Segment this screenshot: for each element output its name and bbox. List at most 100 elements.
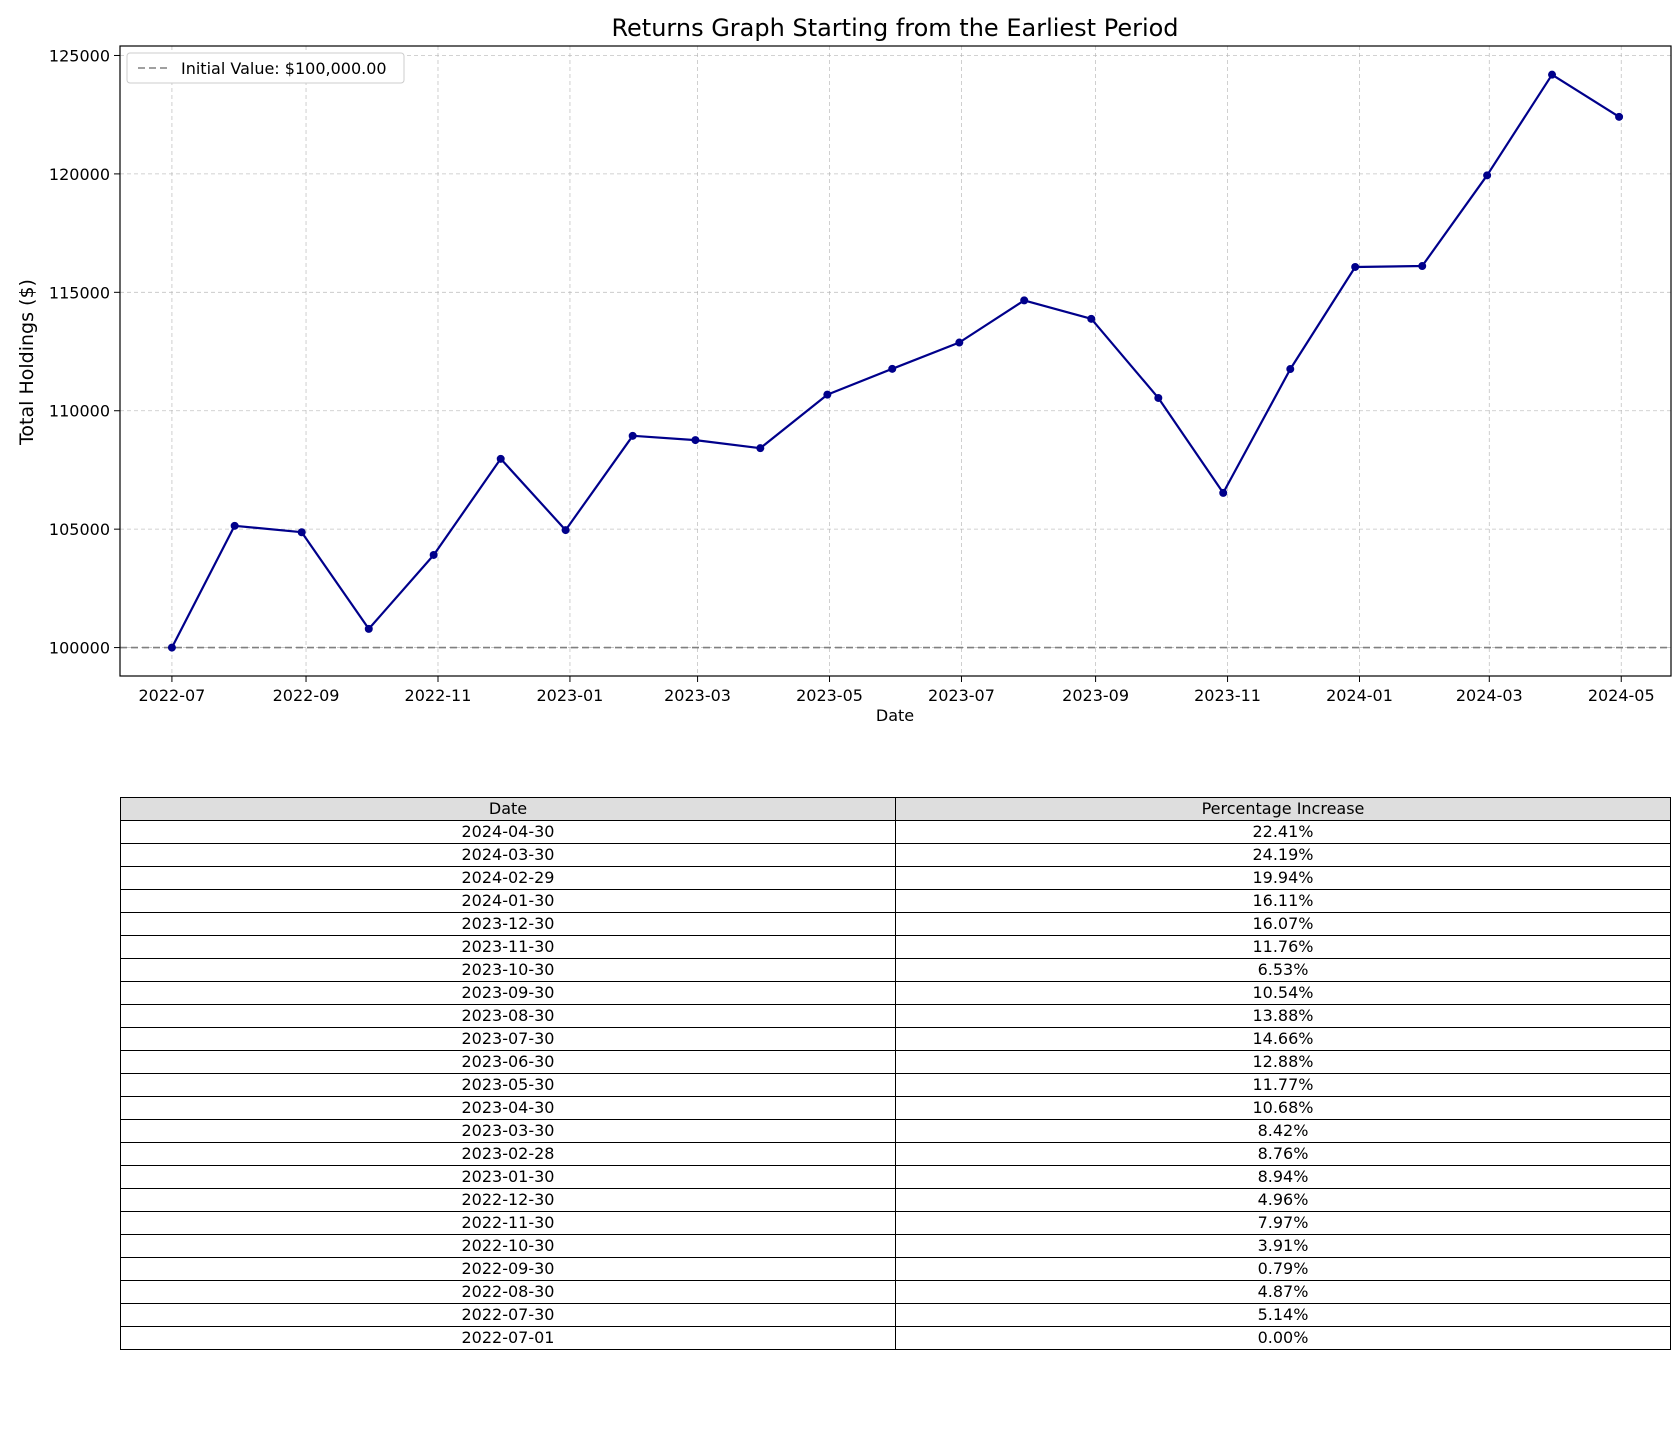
table-cell-percentage: 22.41% — [895, 820, 1671, 844]
table-cell-percentage: 14.66% — [895, 1027, 1671, 1051]
table-cell-percentage: 8.42% — [895, 1119, 1671, 1143]
table-row: 2024-02-29 19.94% — [120, 866, 1671, 890]
table-cell-date: 2023-09-30 — [120, 981, 896, 1005]
data-point — [955, 338, 964, 347]
table-cell-date: 2023-01-30 — [120, 1165, 896, 1189]
chart-title: Returns Graph Starting from the Earliest… — [611, 14, 1178, 42]
table-row: 2023-07-30 14.66% — [120, 1027, 1671, 1051]
table-row: 2023-05-30 11.77% — [120, 1073, 1671, 1097]
table-row: 2024-04-30 22.41% — [120, 820, 1671, 844]
x-tick-label: 2022-07 — [138, 686, 205, 705]
data-point — [1154, 393, 1163, 402]
table-cell-date: 2023-06-30 — [120, 1050, 896, 1074]
table-cell-date: 2024-04-30 — [120, 820, 896, 844]
x-tick-label: 2022-09 — [273, 686, 340, 705]
y-tick-label: 110000 — [49, 402, 110, 421]
x-tick-label: 2023-05 — [796, 686, 863, 705]
table-row: 2023-06-30 12.88% — [120, 1050, 1671, 1074]
data-point — [756, 444, 765, 453]
table-row: 2022-07-30 5.14% — [120, 1303, 1671, 1327]
table-cell-percentage: 13.88% — [895, 1004, 1671, 1028]
legend-entry-initial-value: Initial Value: $100,000.00 — [181, 59, 387, 78]
data-point — [1351, 262, 1360, 271]
data-point — [496, 454, 505, 463]
table-cell-percentage: 12.88% — [895, 1050, 1671, 1074]
table-cell-percentage: 6.53% — [895, 958, 1671, 982]
table-cell-percentage: 0.79% — [895, 1257, 1671, 1281]
table-cell-percentage: 19.94% — [895, 866, 1671, 890]
table-row: 2022-11-30 7.97% — [120, 1211, 1671, 1235]
data-point — [1087, 314, 1096, 323]
table-cell-date: 2023-07-30 — [120, 1027, 896, 1051]
table-cell-date: 2023-12-30 — [120, 912, 896, 936]
table-cell-date: 2024-01-30 — [120, 889, 896, 913]
table-cell-percentage: 7.97% — [895, 1211, 1671, 1235]
data-point — [1615, 112, 1624, 121]
table-row: 2022-07-01 0.00% — [120, 1326, 1671, 1350]
x-tick-label: 2023-01 — [537, 686, 604, 705]
data-point — [364, 624, 373, 633]
table-cell-date: 2022-12-30 — [120, 1188, 896, 1212]
y-tick-label: 125000 — [49, 46, 110, 65]
table-cell-date: 2023-11-30 — [120, 935, 896, 959]
table-row: 2024-01-30 16.11% — [120, 889, 1671, 913]
x-tick-label: 2023-03 — [664, 686, 731, 705]
table-cell-date: 2022-07-01 — [120, 1326, 896, 1350]
table-cell-date: 2023-08-30 — [120, 1004, 896, 1028]
x-tick-label: 2024-05 — [1588, 686, 1655, 705]
table-cell-date: 2022-07-30 — [120, 1303, 896, 1327]
data-point — [888, 364, 897, 373]
data-point — [691, 436, 700, 445]
table-row: 2023-09-30 10.54% — [120, 981, 1671, 1005]
table-cell-percentage: 10.54% — [895, 981, 1671, 1005]
table-cell-percentage: 3.91% — [895, 1234, 1671, 1258]
table-cell-date: 2022-10-30 — [120, 1234, 896, 1258]
table-cell-date: 2022-11-30 — [120, 1211, 896, 1235]
series-layer — [167, 70, 1624, 652]
y-axis-label: Total Holdings ($) — [16, 279, 38, 446]
data-point — [1548, 70, 1557, 79]
table-cell-percentage: 8.76% — [895, 1142, 1671, 1166]
x-tick-label: 2024-01 — [1326, 686, 1393, 705]
table-row: 2022-10-30 3.91% — [120, 1234, 1671, 1258]
table-cell-date: 2022-08-30 — [120, 1280, 896, 1304]
table-header-row: Date Percentage Increase — [120, 797, 1671, 821]
table-cell-percentage: 4.96% — [895, 1188, 1671, 1212]
table-cell-date: 2023-04-30 — [120, 1096, 896, 1120]
data-point — [429, 550, 438, 559]
table-cell-percentage: 24.19% — [895, 843, 1671, 867]
table-cell-percentage: 4.87% — [895, 1280, 1671, 1304]
data-point — [628, 431, 637, 440]
table-cell-percentage: 11.76% — [895, 935, 1671, 959]
y-tick-label: 105000 — [49, 520, 110, 539]
table-row: 2023-02-28 8.76% — [120, 1142, 1671, 1166]
data-point — [561, 526, 570, 535]
table-cell-date: 2022-09-30 — [120, 1257, 896, 1281]
table-header-date: Date — [120, 797, 896, 821]
axis-ticks: 2022-07 2022-09 2022-11 2023-01 2023-03 2023-… — [49, 46, 1655, 705]
table-header-percentage: Percentage Increase — [895, 797, 1671, 821]
table-cell-date: 2023-02-28 — [120, 1142, 896, 1166]
table-cell-percentage: 0.00% — [895, 1326, 1671, 1350]
percentage-table: Date Percentage Increase 2024-04-30 22.41… — [120, 797, 1671, 1350]
table-cell-percentage: 10.68% — [895, 1096, 1671, 1120]
x-tick-label: 2023-11 — [1194, 686, 1261, 705]
x-tick-label: 2023-09 — [1062, 686, 1129, 705]
table-row: 2022-12-30 4.96% — [120, 1188, 1671, 1212]
table-cell-date: 2023-05-30 — [120, 1073, 896, 1097]
data-point — [1219, 488, 1228, 497]
y-tick-label: 115000 — [49, 283, 110, 302]
table-cell-percentage: 16.11% — [895, 889, 1671, 913]
legend-box — [126, 52, 405, 84]
table-row: 2023-03-30 8.42% — [120, 1119, 1671, 1143]
data-point — [1286, 365, 1295, 374]
table-cell-date: 2024-02-29 — [120, 866, 896, 890]
data-point — [1483, 171, 1492, 180]
data-point — [1418, 262, 1427, 271]
data-point — [167, 643, 176, 652]
table-cell-percentage: 8.94% — [895, 1165, 1671, 1189]
returns-chart: Returns Graph Starting from the Earliest… — [16, 14, 1672, 725]
table-cell-percentage: 16.07% — [895, 912, 1671, 936]
table-row: 2023-12-30 16.07% — [120, 912, 1671, 936]
table-row: 2022-08-30 4.87% — [120, 1280, 1671, 1304]
